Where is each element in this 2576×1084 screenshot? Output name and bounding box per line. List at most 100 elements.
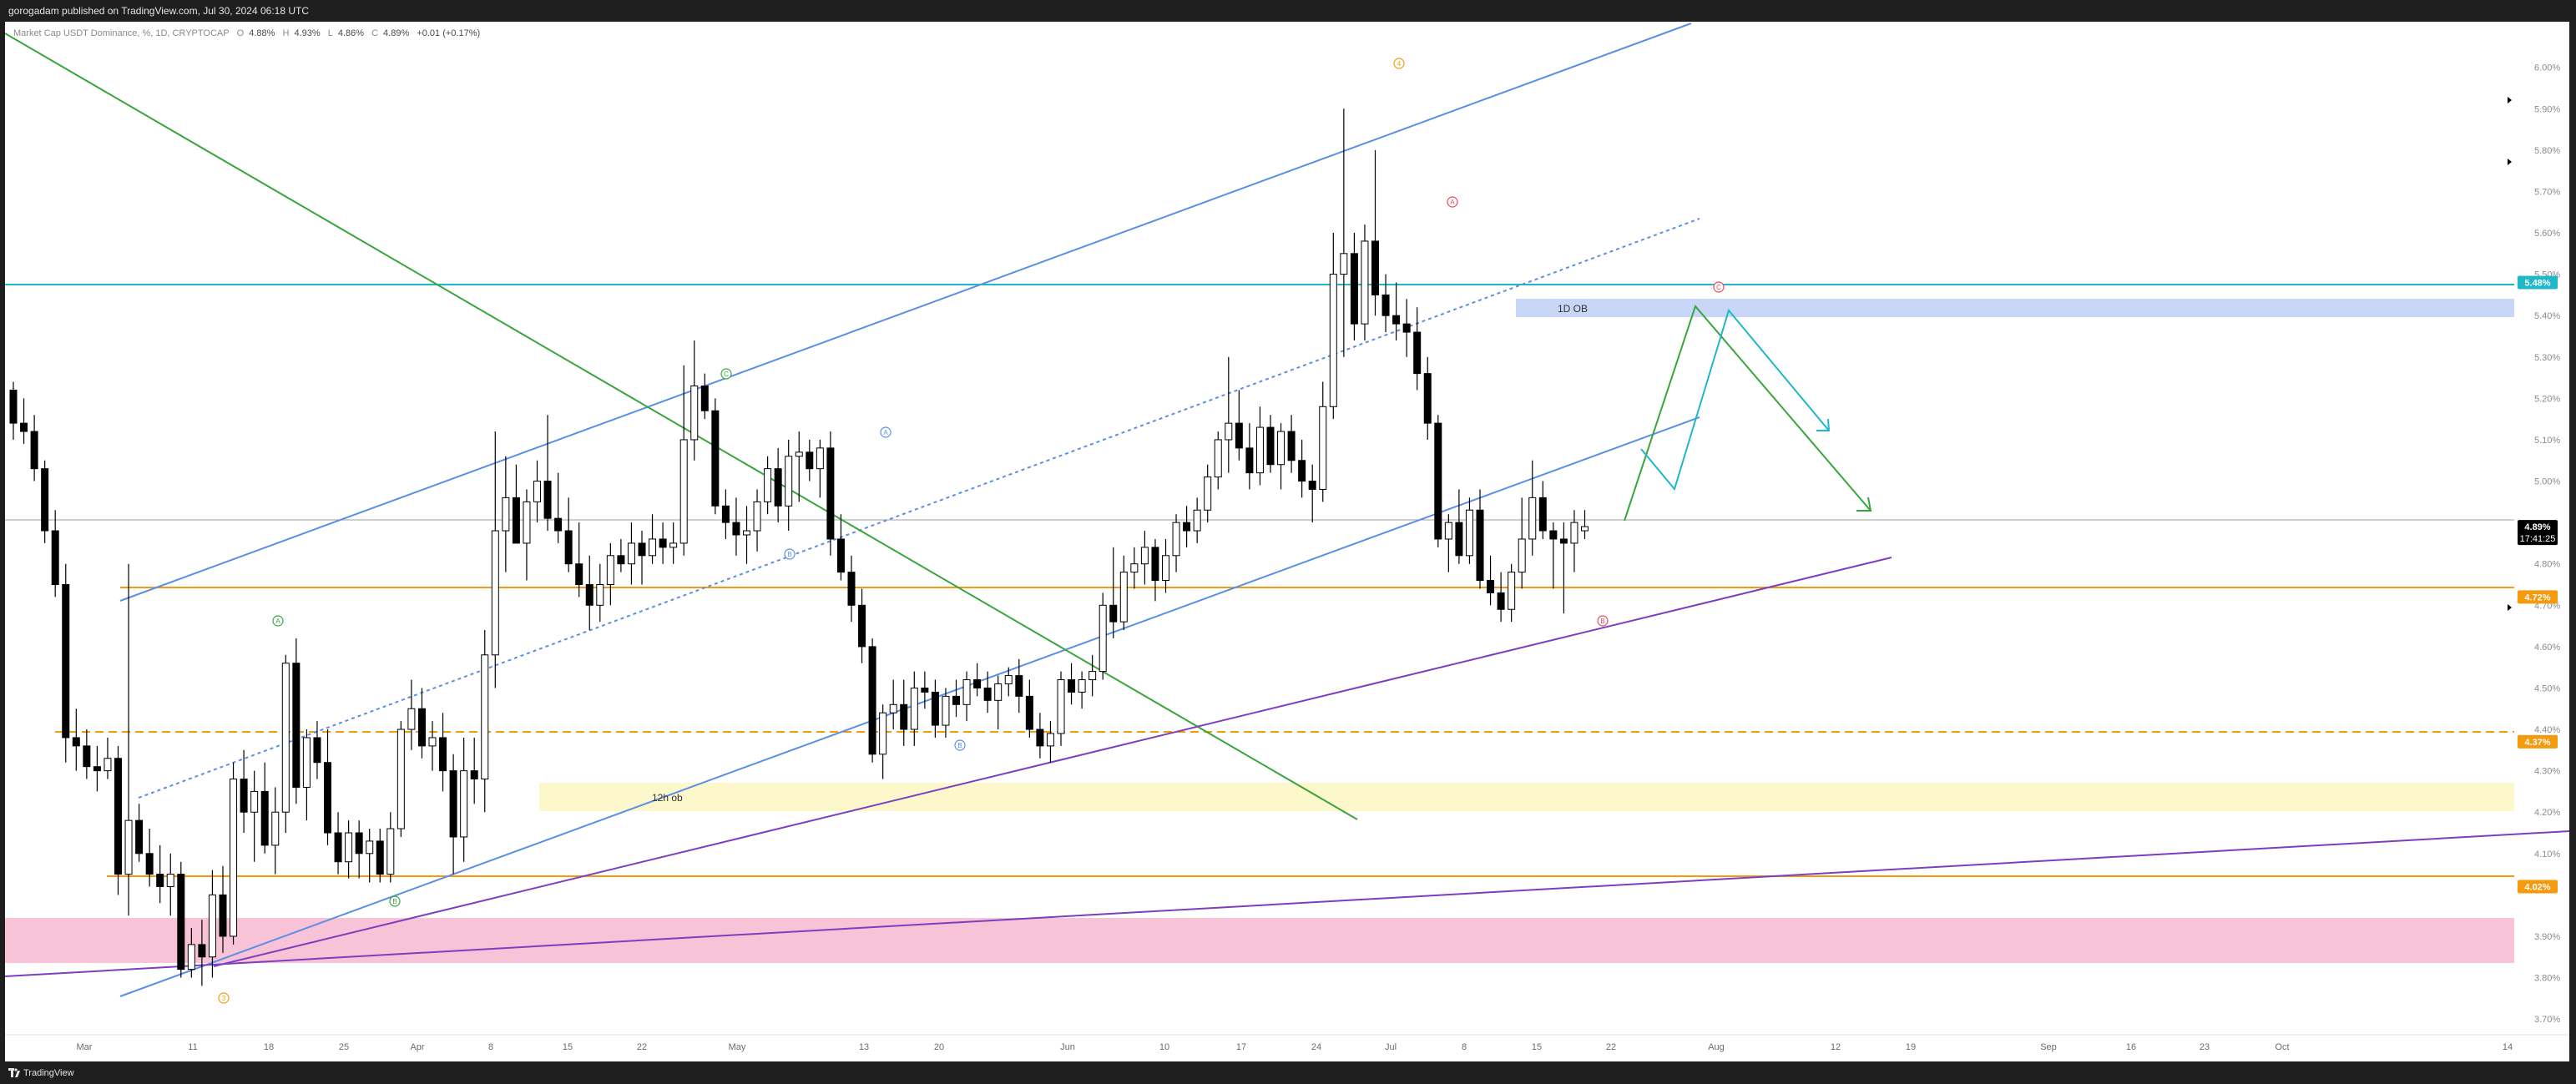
wave-label-circle xyxy=(720,368,732,380)
candle xyxy=(407,679,416,750)
candle-body xyxy=(921,687,929,693)
candle-body xyxy=(1538,497,1547,532)
candle xyxy=(679,365,688,556)
candle xyxy=(1255,406,1264,486)
candle xyxy=(208,870,216,978)
green-downtrend-line[interactable] xyxy=(5,33,1358,820)
candle xyxy=(1371,149,1379,316)
candle-body xyxy=(679,439,688,544)
chart-frame[interactable]: A B C 3 B A B 4 A B C 1D OB 12h ob 6.00% 5.90% 5.80%… xyxy=(5,22,2569,1061)
candle-body xyxy=(617,555,625,565)
candle-body xyxy=(983,687,992,701)
candle xyxy=(460,737,468,862)
candle-body xyxy=(700,386,709,411)
candle-body xyxy=(324,762,331,834)
candle-body xyxy=(1057,679,1065,734)
candle-body xyxy=(711,410,720,507)
y-tick-label: 4.40% xyxy=(2534,725,2560,735)
candle-body xyxy=(816,447,824,470)
candle-body xyxy=(114,758,122,875)
price-badge-bg xyxy=(2518,880,2558,894)
candle xyxy=(1036,713,1044,759)
candle-body xyxy=(1235,422,1243,449)
candle-body xyxy=(271,811,280,846)
candle xyxy=(1088,654,1097,697)
candle xyxy=(1508,563,1516,623)
wave-label: B xyxy=(954,739,966,751)
candle-body xyxy=(250,790,259,813)
candle xyxy=(659,522,667,564)
candle xyxy=(1308,464,1316,523)
green-projection-path[interactable] xyxy=(1624,305,1871,522)
candle-body xyxy=(994,683,1003,701)
candle-body xyxy=(669,542,678,548)
candle-body xyxy=(1025,695,1033,730)
candle-body xyxy=(1214,439,1222,478)
candle-body xyxy=(1036,729,1044,747)
wave-label-circle xyxy=(784,548,796,560)
candle xyxy=(491,431,499,688)
candle xyxy=(575,522,583,597)
candle-body xyxy=(397,729,405,829)
candle xyxy=(1266,415,1275,473)
candle-body xyxy=(973,679,982,688)
candle xyxy=(826,431,835,556)
candle xyxy=(1277,423,1285,490)
publisher-bar: gorogadam published on TradingView.com, … xyxy=(0,0,2576,22)
candle-body xyxy=(345,832,353,863)
candle-body xyxy=(1162,555,1169,582)
candle xyxy=(1402,299,1411,357)
candle-body xyxy=(1225,422,1233,441)
y-tick-label: 5.80% xyxy=(2534,146,2560,156)
candle-body xyxy=(721,505,730,523)
zone-label-1d-ob: 1D OB xyxy=(1558,303,1588,315)
candle xyxy=(806,439,814,481)
candle xyxy=(774,447,782,523)
candle-body xyxy=(1119,572,1128,623)
candle xyxy=(564,497,573,572)
candle-body xyxy=(72,737,80,747)
candle-body xyxy=(732,522,740,536)
wave-label-text: A xyxy=(275,618,280,625)
candle-body xyxy=(952,695,960,705)
candle xyxy=(596,563,604,623)
candle-body xyxy=(177,874,185,971)
purple-long-line[interactable] xyxy=(5,830,2569,977)
y-tick-label: 5.60% xyxy=(2534,229,2560,239)
candle xyxy=(1518,497,1526,589)
high-value: 4.93% xyxy=(294,28,321,38)
wave-label-circle xyxy=(389,895,401,907)
low-value: 4.86% xyxy=(337,28,365,38)
purple-support-line[interactable] xyxy=(213,557,1892,967)
cyan-projection-path[interactable] xyxy=(1640,308,1830,492)
wave-label-text: C xyxy=(1716,284,1721,291)
candle-body xyxy=(900,703,908,730)
candle xyxy=(743,506,750,564)
candle xyxy=(1298,439,1306,498)
upper-channel-line[interactable] xyxy=(119,23,1692,602)
candle-body xyxy=(1140,547,1149,565)
candle-body xyxy=(219,894,227,937)
candle xyxy=(1235,390,1243,461)
candle-body xyxy=(942,695,950,726)
time-axis[interactable]: Mar 11 18 25 Apr 8 15 22 May 13 20 Jun 10 17 24 Jul 8 15 2… xyxy=(77,1042,2513,1052)
wave-label-circle xyxy=(954,739,966,751)
candle-body xyxy=(826,447,835,540)
candle xyxy=(921,671,929,709)
lower-channel-line[interactable] xyxy=(119,416,1700,997)
candle-body xyxy=(1193,509,1201,532)
footer-bar: TradingView xyxy=(0,1061,2576,1084)
x-tick-label: 11 xyxy=(188,1042,197,1052)
candle xyxy=(554,472,563,543)
candle xyxy=(397,721,405,837)
price-chart[interactable]: A B C 3 B A B 4 A B C 1D OB 12h ob 6.00% 5.90% 5.80%… xyxy=(5,22,2569,1061)
candle xyxy=(942,688,950,738)
candle xyxy=(1025,679,1033,738)
candle-body xyxy=(1476,509,1484,582)
candle xyxy=(114,745,122,895)
price-axis[interactable]: 6.00%5.90%5.80%5.70%5.60%5.50%5.40%5.30%… xyxy=(2534,63,2560,1025)
low-label: L xyxy=(327,28,333,38)
wave-label-text: B xyxy=(1600,618,1604,625)
candle xyxy=(962,671,971,722)
candle-body xyxy=(512,497,520,544)
